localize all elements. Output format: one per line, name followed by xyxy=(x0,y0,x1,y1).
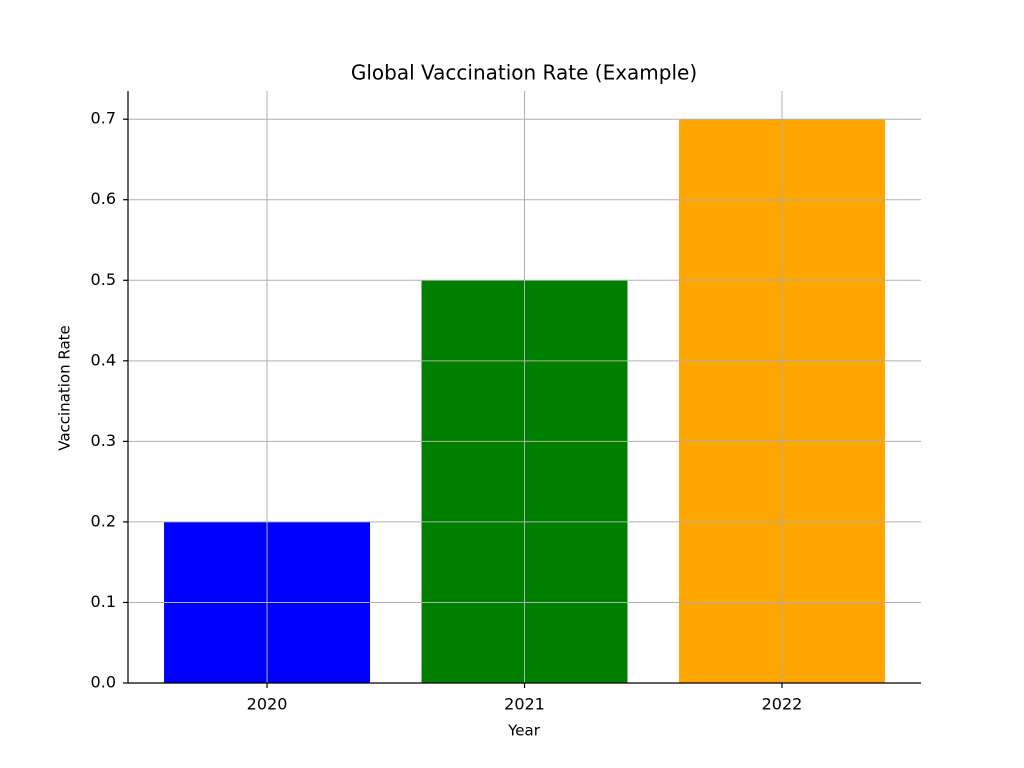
x-axis-label: Year xyxy=(507,722,541,740)
x-tick-label: 2021 xyxy=(504,695,545,714)
y-axis-label: Vaccination Rate xyxy=(56,325,74,451)
y-tick-label: 0.3 xyxy=(91,431,116,450)
chart-title: Global Vaccination Rate (Example) xyxy=(351,61,697,85)
y-tick-label: 0.0 xyxy=(91,673,116,692)
y-tick-label: 0.6 xyxy=(91,189,116,208)
y-tick-label: 0.2 xyxy=(91,511,116,530)
x-tick-label: 2022 xyxy=(762,695,803,714)
y-tick-label: 0.1 xyxy=(91,592,116,611)
y-tick-label: 0.7 xyxy=(91,109,116,128)
x-tick-label: 2020 xyxy=(247,695,288,714)
y-tick-label: 0.4 xyxy=(91,350,116,369)
y-tick-label: 0.5 xyxy=(91,270,116,289)
